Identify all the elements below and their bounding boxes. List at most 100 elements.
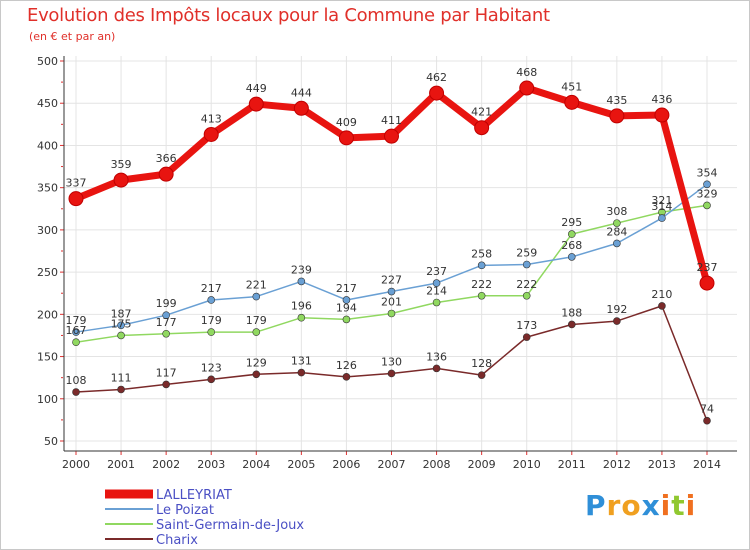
data-label-le-poizat: 314 [651,200,672,213]
data-label-charix: 129 [246,356,267,369]
data-label-le-poizat: 239 [291,263,312,276]
point-saint-germain-de-joux [117,331,125,340]
point-le-poizat [342,296,351,304]
x-tick-label: 2012 [603,458,631,471]
y-tick-label: 250 [37,266,58,279]
point-lalleyriat [384,128,399,144]
point-le-poizat [297,277,306,286]
point-charix [162,380,170,389]
data-label-saint-germain-de-joux: 194 [336,301,357,314]
y-tick-label: 400 [37,139,58,152]
legend-label-lalleyriat: LALLEYRIAT [156,488,232,503]
x-tick-label: 2008 [423,458,451,471]
y-tick-label: 200 [37,308,58,321]
data-label-saint-germain-de-joux: 177 [156,316,177,329]
point-charix [477,371,486,379]
point-lalleyriat [158,166,174,182]
logo-letter: P [585,489,607,522]
data-label-charix: 131 [291,355,312,368]
data-label-saint-germain-de-joux: 222 [471,278,492,291]
point-saint-germain-de-joux [477,291,486,300]
data-label-charix: 210 [651,288,672,301]
data-label-lalleyriat: 337 [66,177,87,190]
legend-label-charix: Charix [156,533,198,548]
data-label-le-poizat: 199 [156,297,177,310]
logo-letter: o [621,489,642,522]
point-le-poizat [72,328,80,336]
data-label-lalleyriat: 468 [516,66,537,79]
x-tick-label: 2009 [468,458,496,471]
data-label-lalleyriat: 436 [651,93,672,106]
data-label-le-poizat: 217 [336,282,357,295]
point-lalleyriat [519,80,535,96]
logo-letter: r [606,489,622,522]
x-tick-label: 2000 [62,458,90,471]
y-tick-label: 450 [37,97,58,110]
point-charix [432,364,441,373]
logo-letter: i [660,489,672,522]
point-lalleyriat [699,275,715,291]
point-lalleyriat [113,172,129,188]
point-charix [342,373,351,381]
point-charix [658,302,666,310]
data-label-saint-germain-de-joux: 179 [246,314,267,327]
data-label-charix: 188 [561,306,582,319]
point-saint-germain-de-joux [252,328,261,336]
point-lalleyriat [203,126,219,142]
x-tick-label: 2013 [648,458,676,471]
point-charix [117,385,125,394]
point-lalleyriat [654,107,670,123]
point-charix [207,375,216,384]
chart-subtitle: (en € et par an) [29,30,116,43]
y-tick-label: 150 [37,351,58,364]
data-label-lalleyriat: 359 [111,158,132,171]
data-label-charix: 123 [201,361,222,374]
point-le-poizat [387,287,396,296]
point-charix [567,320,576,329]
data-label-le-poizat: 179 [66,314,87,327]
legend-label-saint-germain-de-joux: Saint-Germain-de-Joux [156,518,304,533]
data-label-saint-germain-de-joux: 321 [651,194,672,207]
data-label-lalleyriat: 366 [156,152,177,165]
x-tick-label: 2014 [693,458,721,471]
data-label-le-poizat: 187 [111,307,132,320]
data-label-charix: 136 [426,350,447,363]
point-lalleyriat [474,120,490,136]
data-label-saint-germain-de-joux: 201 [381,295,402,308]
data-label-charix: 126 [336,359,357,372]
point-saint-germain-de-joux [297,313,306,322]
point-charix [703,416,711,425]
x-tick-label: 2011 [558,458,586,471]
point-charix [297,368,306,377]
data-label-charix: 111 [111,371,132,384]
point-saint-germain-de-joux [567,230,576,238]
point-lalleyriat [609,108,625,124]
point-lalleyriat [293,100,309,116]
data-label-charix: 173 [516,319,537,332]
data-label-lalleyriat: 411 [381,114,402,127]
point-lalleyriat [338,130,354,146]
data-label-charix: 108 [66,374,87,387]
x-tick-label: 2007 [378,458,406,471]
point-saint-germain-de-joux [387,309,396,318]
data-label-le-poizat: 284 [606,225,627,238]
point-lalleyriat [564,94,580,110]
point-charix [522,333,531,341]
data-label-saint-germain-de-joux: 214 [426,285,447,298]
y-tick-label: 50 [44,435,58,448]
data-label-lalleyriat: 413 [201,112,222,125]
point-lalleyriat [248,96,264,112]
data-label-lalleyriat: 435 [606,94,627,107]
point-lalleyriat [429,85,445,101]
point-le-poizat [432,279,441,287]
point-saint-germain-de-joux [162,329,170,338]
point-saint-germain-de-joux [432,298,441,307]
data-label-le-poizat: 227 [381,274,402,287]
data-label-saint-germain-de-joux: 308 [606,205,627,218]
data-label-le-poizat: 259 [516,247,537,260]
point-le-poizat [613,239,621,248]
y-tick-label: 500 [37,55,58,68]
data-label-le-poizat: 258 [471,247,492,260]
data-label-charix: 74 [700,403,714,416]
